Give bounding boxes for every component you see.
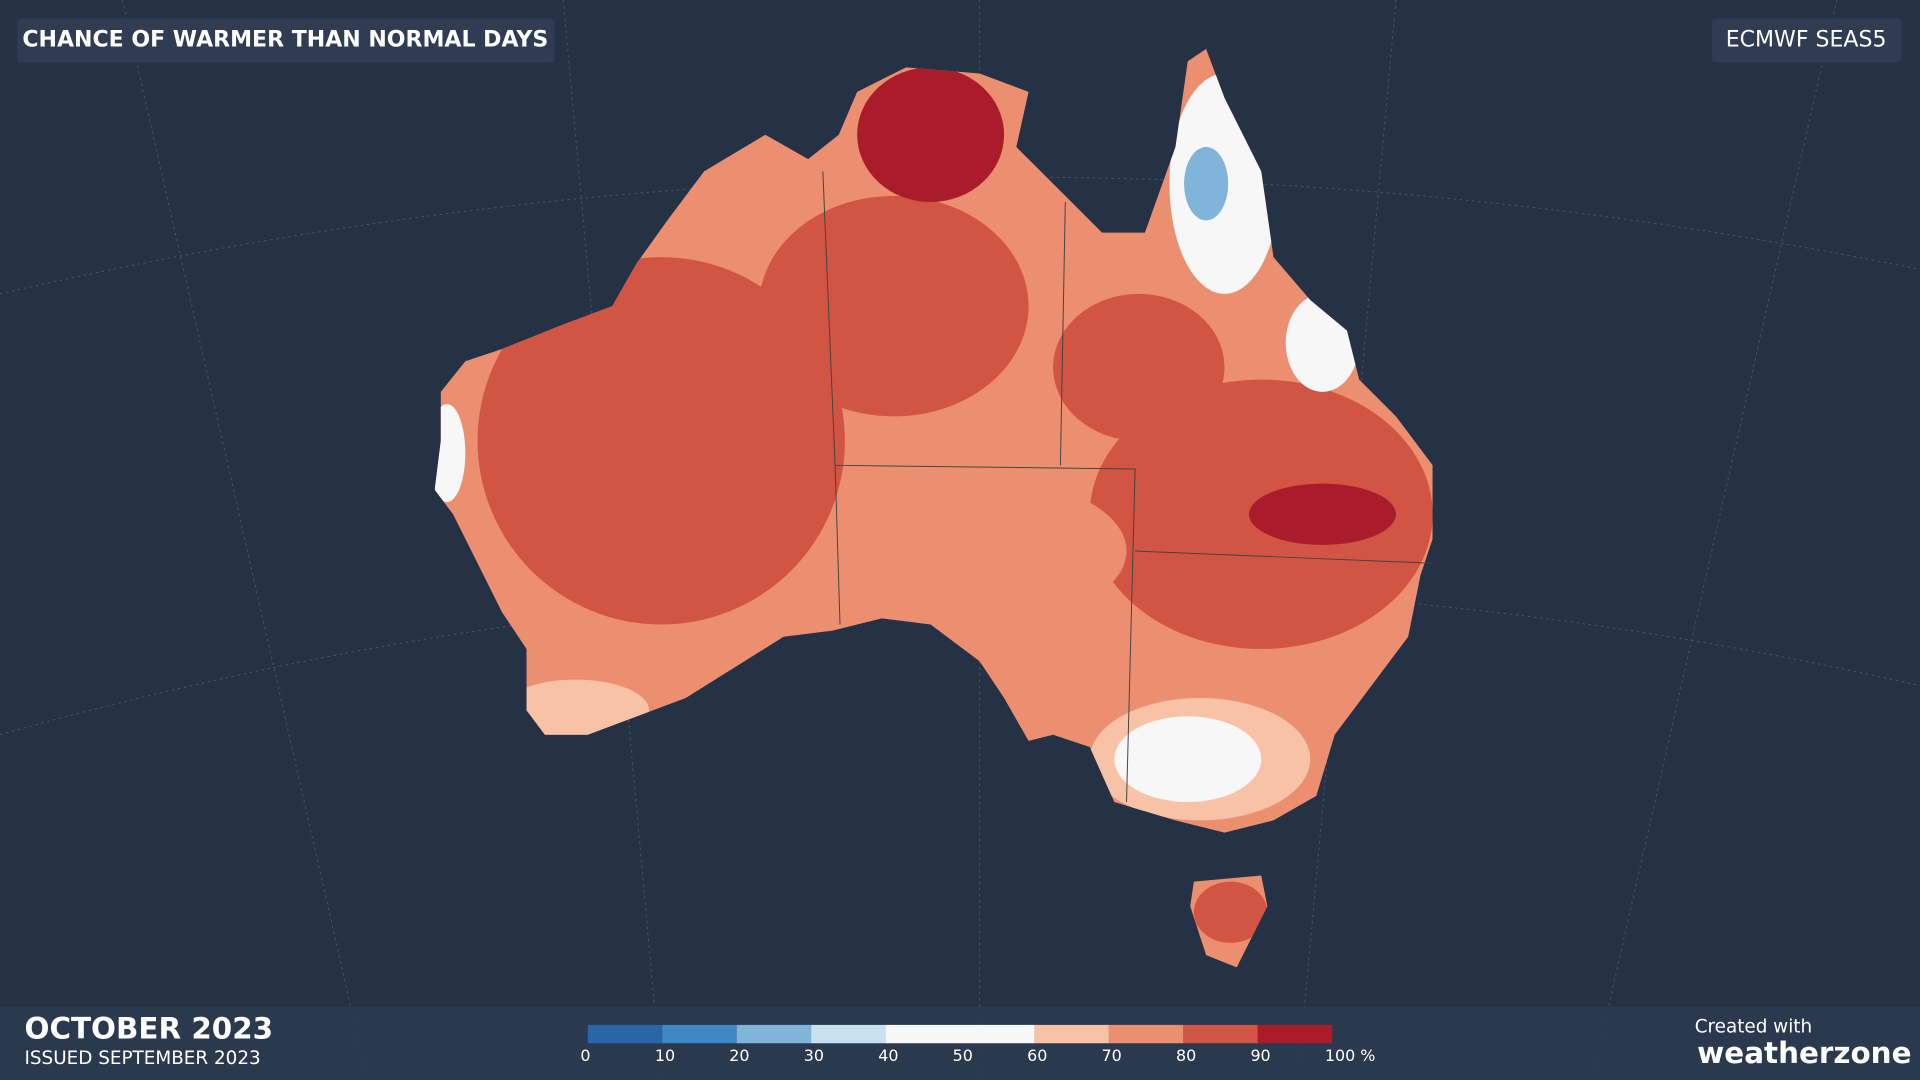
legend-tick-label: 10	[655, 1046, 675, 1065]
legend-swatch	[1183, 1024, 1258, 1044]
legend-tick-label: 30	[804, 1046, 824, 1065]
legend-tick-label: 60	[1027, 1046, 1047, 1065]
legend-swatch	[1034, 1024, 1109, 1044]
credit: Created with	[1695, 1016, 1812, 1037]
legend-tick-label: 70	[1102, 1046, 1122, 1065]
legend-swatch	[885, 1024, 960, 1044]
title-box	[17, 18, 555, 63]
map-title: CHANCE OF WARMER THAN NORMAL DAYS	[22, 27, 548, 52]
legend-swatch	[960, 1024, 1035, 1044]
legend-tick-label: 50	[953, 1046, 973, 1065]
legend-tick-label: 100 %	[1325, 1046, 1376, 1065]
legend-tick-label: 80	[1176, 1046, 1196, 1065]
period: OCTOBER 2023	[24, 1011, 273, 1045]
legend-tick-label: 40	[878, 1046, 898, 1065]
legend-swatch	[1257, 1024, 1333, 1044]
legend-tick-label: 20	[729, 1046, 749, 1065]
legend-swatch	[662, 1024, 737, 1044]
legend-swatch	[1108, 1024, 1184, 1044]
legend-swatch	[811, 1024, 886, 1044]
issued: ISSUED SEPTEMBER 2023	[24, 1048, 260, 1069]
footer-bar	[0, 1006, 1920, 1080]
legend-swatch	[736, 1024, 812, 1044]
model-box	[1711, 18, 1902, 63]
brand: weatherzone	[1697, 1036, 1911, 1070]
state-borders	[822, 171, 1433, 803]
legend-tick-label: 90	[1250, 1046, 1270, 1065]
model-label: ECMWF SEAS5	[1726, 27, 1887, 52]
legend-swatch	[587, 1024, 663, 1044]
legend-tick-label: 0	[580, 1046, 590, 1065]
legend: 0 10 20 30 40 50 60 70 80 90 100 %	[580, 1024, 1376, 1065]
